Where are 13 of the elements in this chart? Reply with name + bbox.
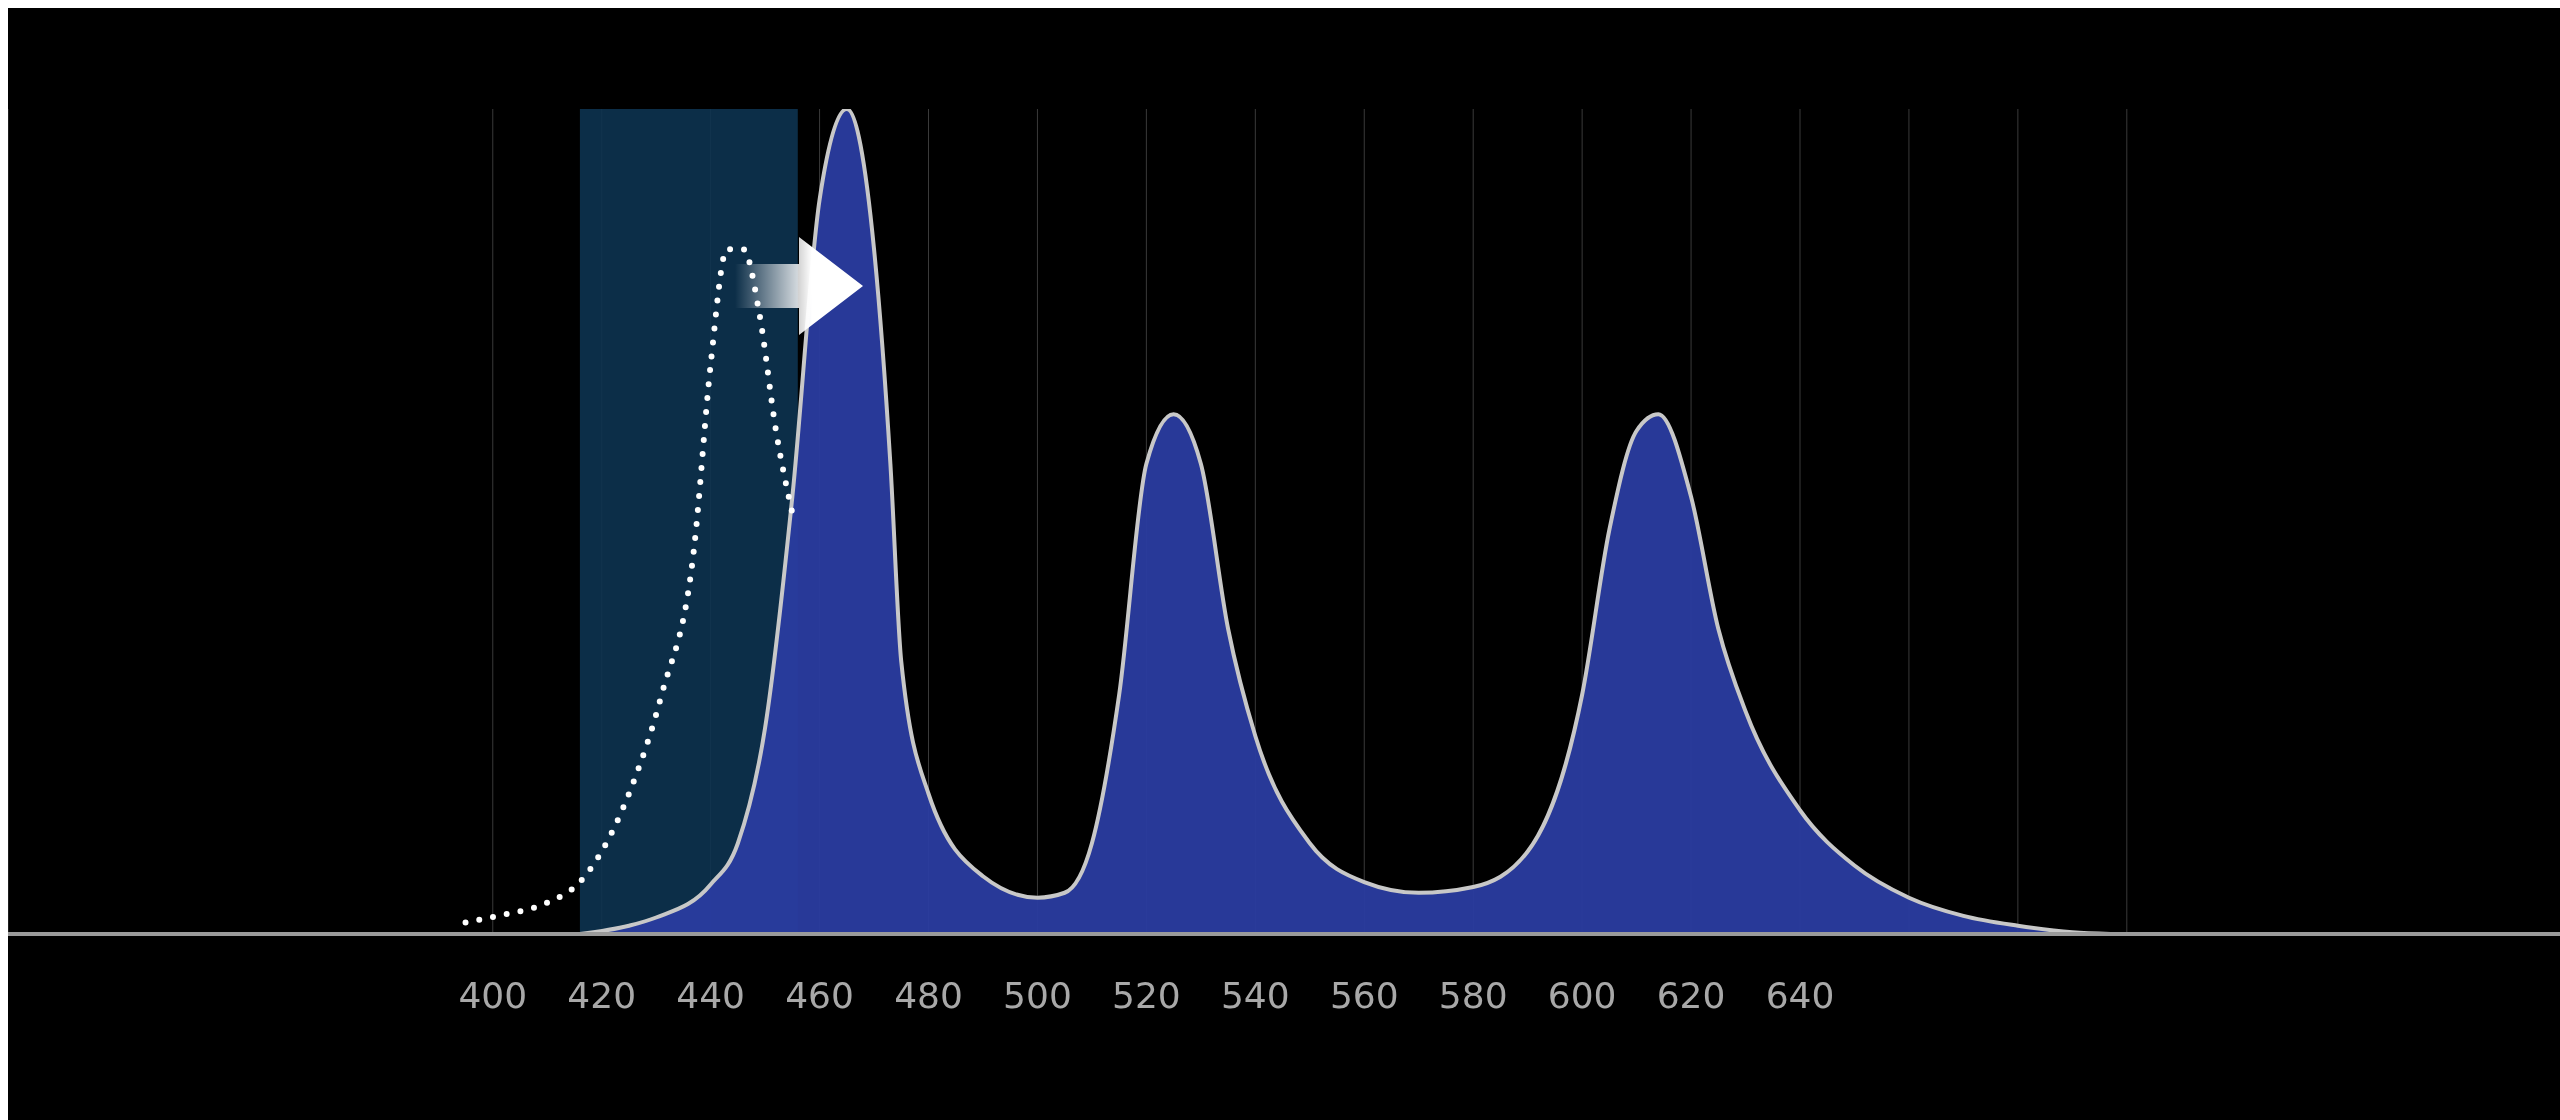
x-tick-label: 500 [1003,974,1072,1016]
x-tick-label: 480 [894,974,963,1016]
x-tick-label: 580 [1438,974,1508,1016]
x-tick-label: 560 [1329,974,1399,1016]
x-tick-label: 640 [1765,974,1835,1016]
x-tick-label: 520 [1112,974,1181,1016]
x-tick-label: 400 [458,974,528,1016]
x-tick-label: 540 [1220,974,1290,1016]
x-tick-label: 440 [676,974,745,1016]
x-tick-label: 620 [1656,974,1726,1016]
x-tick-label: 460 [785,974,854,1016]
x-tick-label: 600 [1547,974,1617,1016]
x-tick-label: 420 [567,974,637,1016]
